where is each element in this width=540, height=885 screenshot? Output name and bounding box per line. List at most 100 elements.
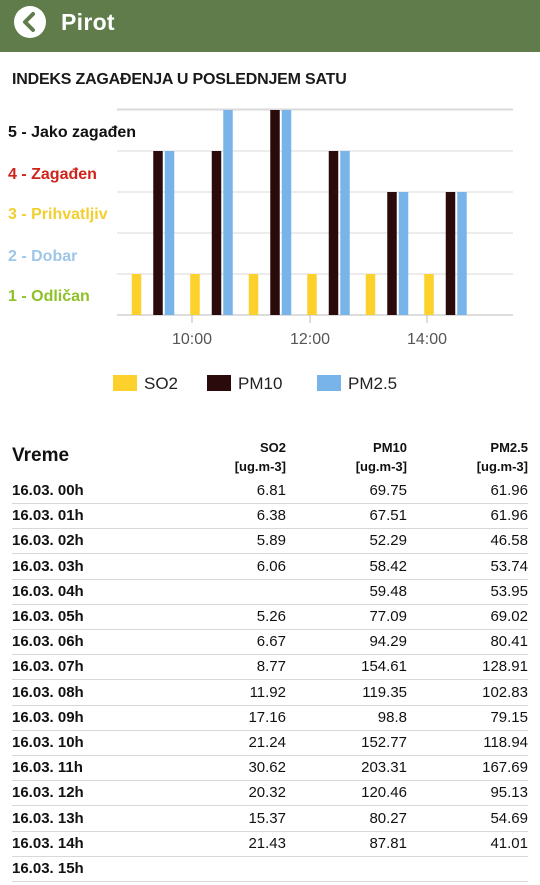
bar-pm25-1400 [457, 192, 467, 315]
bar-so2-1100 [248, 274, 259, 315]
bar-pm10-1300 [387, 192, 397, 315]
index-level-1: 1 - Odličan [8, 288, 90, 305]
row-time: 16.03. 03h [12, 557, 84, 575]
index-level-4: 4 - Zagađen [8, 166, 97, 183]
row-time: 16.03. 02h [12, 532, 84, 550]
row-pm10-value: 152.77 [361, 734, 407, 751]
bar-so2-0900 [131, 274, 142, 315]
table-row: 16.03. 11h 30.62 203.31 167.69 [12, 755, 528, 782]
row-pm10-value: 69.75 [369, 482, 407, 499]
legend-label: PM2.5 [348, 374, 398, 393]
row-pm10-value: 87.81 [369, 834, 407, 852]
row-pm25-value: 54.69 [490, 809, 528, 827]
pm25-column-unit: [ug.m-3] [476, 459, 528, 474]
time-column-header: Vreme [12, 445, 70, 466]
row-pm25-value: 61.96 [490, 482, 528, 499]
row-so2-value: 17.16 [248, 708, 286, 726]
page-title: Pirot [61, 9, 115, 35]
row-pm10-value: 59.48 [369, 582, 407, 600]
row-time: 16.03. 06h [12, 633, 84, 651]
pm10-column-header: PM10 [ug.m-3] [356, 438, 407, 476]
row-so2-value: 6.81 [256, 482, 286, 499]
table-row: 16.03. 07h 8.77 154.61 128.91 [12, 654, 528, 681]
bar-pm25-1200 [340, 151, 350, 315]
bar-chart: 10:00 12:00 14:00 [117, 108, 513, 348]
row-so2-value: 8.77 [256, 658, 286, 676]
row-pm10-value: 77.09 [369, 608, 407, 625]
legend-swatch [207, 375, 231, 391]
table-row: 16.03. 02h 5.89 52.29 46.58 [12, 528, 528, 555]
bar-so2-1300 [365, 274, 376, 315]
row-pm25-value: 95.13 [490, 784, 528, 802]
row-time: 16.03. 04h [12, 582, 84, 600]
table-row: 16.03. 06h 6.67 94.29 80.41 [12, 629, 528, 656]
legend-swatch [317, 375, 341, 391]
row-pm25-value: 53.74 [490, 557, 528, 575]
table-row: 16.03. 08h 11.92 119.35 102.83 [12, 680, 528, 706]
row-pm10-value: 67.51 [369, 507, 407, 525]
row-pm25-value: 61.96 [490, 507, 528, 525]
row-pm10-value: 58.42 [369, 557, 407, 575]
row-pm25-value: 118.94 [483, 734, 528, 751]
row-so2-value: 6.38 [256, 507, 286, 525]
bar-pm25-1100 [281, 110, 292, 315]
x-tick-label: 12:00 [290, 331, 330, 348]
row-pm25-value: 102.83 [482, 683, 528, 701]
table-row: 16.03. 14h 21.43 87.81 41.01 [12, 831, 528, 857]
row-pm25-value: 53.95 [490, 582, 528, 600]
row-time: 16.03. 12h [12, 784, 84, 802]
row-so2-value: 6.06 [256, 557, 286, 575]
row-pm25-value: 69.02 [490, 608, 528, 625]
row-time: 16.03. 10h [12, 734, 84, 751]
table-row: 16.03. 13h 15.37 80.27 54.69 [12, 806, 528, 832]
row-pm10-value: 98.8 [377, 708, 407, 726]
row-pm10-value: 52.29 [369, 532, 407, 550]
row-pm10-value: 203.31 [361, 759, 407, 777]
table-row: 16.03. 10h 21.24 152.77 118.94 [12, 730, 528, 756]
index-level-5: 5 - Jako zagađen [8, 124, 137, 141]
row-time: 16.03. 11h [12, 759, 83, 777]
bar-pm25-0900 [164, 151, 175, 315]
row-so2-value: 21.24 [248, 734, 286, 751]
bar-pm25-1000 [223, 110, 233, 315]
section-title: INDEKS ZAGAĐENJA U POSLEDNJEM SATU [12, 71, 347, 88]
so2-column-unit: [ug.m-3] [234, 459, 286, 474]
pm10-column-name: PM10 [373, 440, 407, 455]
row-time: 16.03. 05h [12, 608, 84, 625]
row-time: 16.03. 09h [12, 708, 84, 726]
row-pm10-value: 154.61 [361, 658, 407, 676]
row-so2-value: 5.26 [256, 608, 286, 625]
row-time: 16.03. 15h [12, 860, 84, 877]
row-so2-value: 30.62 [248, 759, 286, 777]
row-pm25-value: 128.91 [482, 658, 528, 676]
bar-pm10-1400 [445, 192, 456, 315]
x-tick-label: 10:00 [172, 331, 212, 348]
back-arrow-icon[interactable] [14, 6, 46, 38]
row-pm25-value: 46.58 [490, 532, 528, 550]
bar-pm10-1100 [270, 110, 280, 315]
table-row: 16.03. 05h 5.26 77.09 69.02 [12, 604, 528, 630]
bar-pm10-0900 [153, 151, 163, 315]
row-pm10-value: 94.29 [369, 633, 407, 651]
legend-label: PM10 [238, 374, 283, 393]
x-tick-label: 14:00 [407, 331, 447, 348]
row-so2-value: 6.67 [256, 633, 286, 651]
pm10-column-unit: [ug.m-3] [355, 459, 407, 474]
index-level-3: 3 - Prihvatljiv [8, 206, 108, 223]
row-pm10-value: 80.27 [369, 809, 407, 827]
table-row: 16.03. 09h 17.16 98.8 79.15 [12, 705, 528, 731]
row-pm25-value: 79.15 [490, 708, 528, 726]
bar-pm10-1000 [211, 151, 222, 315]
so2-column-header: SO2 [ug.m-3] [235, 438, 286, 476]
row-pm10-value: 120.46 [361, 784, 407, 802]
table-row: 16.03. 15h [12, 856, 528, 882]
table-row: 16.03. 00h 6.81 69.75 61.96 [12, 478, 528, 504]
row-time: 16.03. 14h [12, 834, 84, 852]
row-time: 16.03. 01h [12, 507, 84, 525]
bar-pm10-1200 [328, 151, 339, 315]
row-time: 16.03. 00h [12, 482, 84, 499]
so2-column-name: SO2 [259, 440, 286, 455]
table-row: 16.03. 03h 6.06 58.42 53.74 [12, 554, 528, 580]
row-so2-value: 20.32 [248, 784, 286, 802]
row-time: 16.03. 07h [12, 658, 84, 676]
